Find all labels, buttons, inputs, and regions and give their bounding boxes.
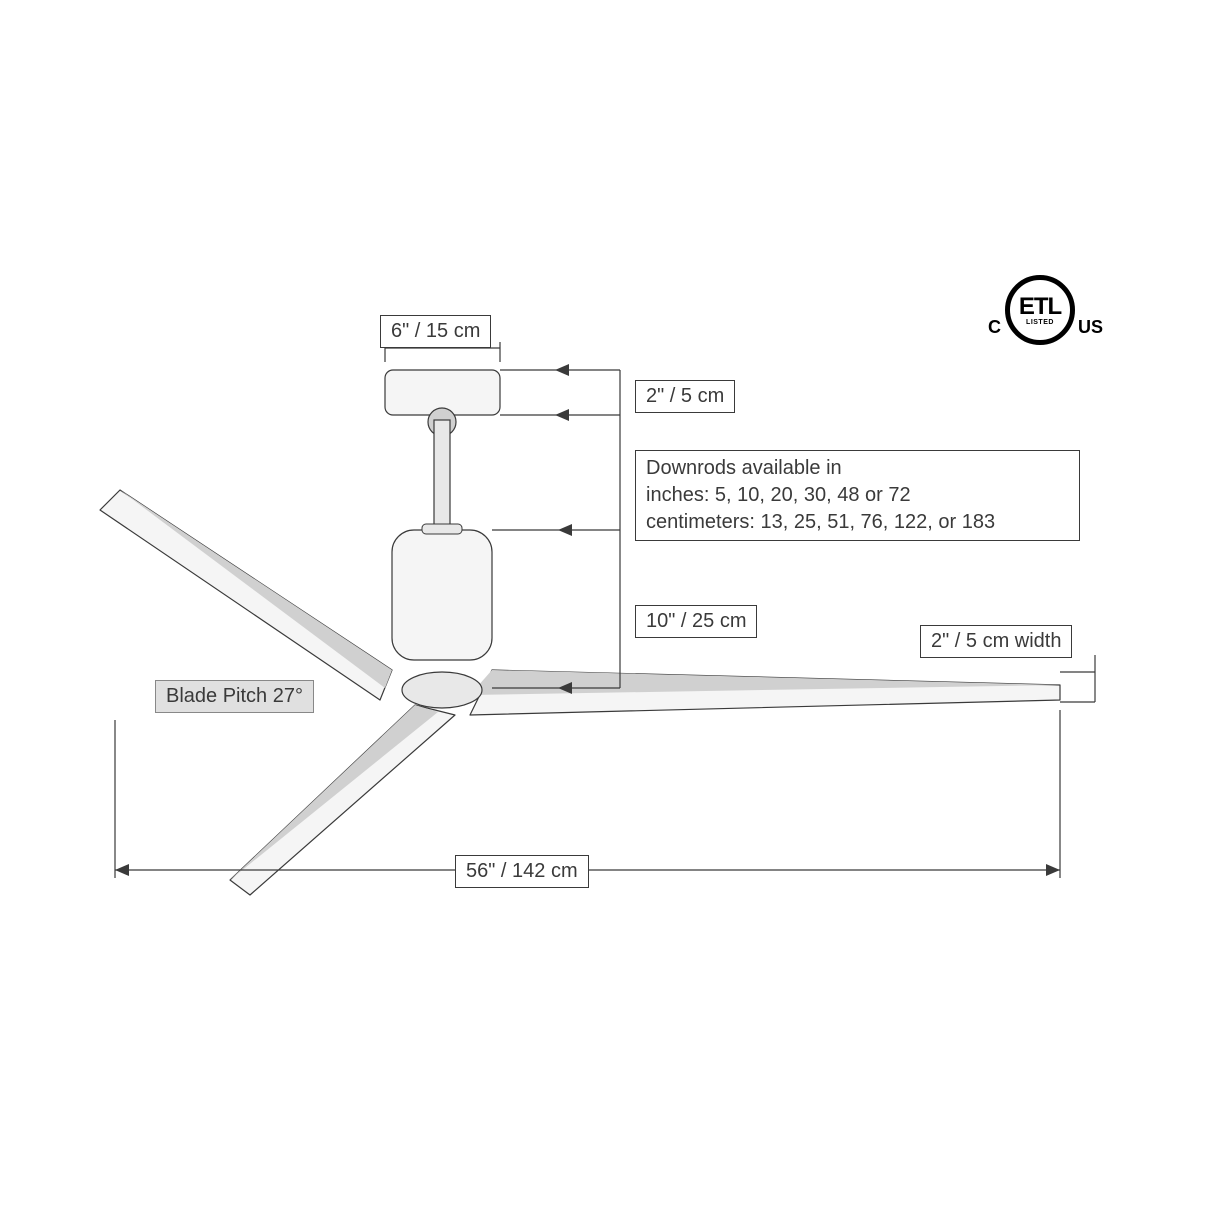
downrods-line2: inches: 5, 10, 20, 30, 48 or 72 [646, 484, 911, 506]
downrods-line3: centimeters: 13, 25, 51, 76, 122, or 183 [646, 511, 995, 533]
span-label: 56" / 142 cm [455, 855, 589, 888]
downrods-line1: Downrods available in [646, 457, 842, 479]
etl-text: ETL [1019, 295, 1061, 319]
blade-width-label: 2" / 5 cm width [920, 625, 1072, 658]
fan-technical-drawing [0, 0, 1214, 1214]
blade-pitch-label: Blade Pitch 27° [155, 680, 314, 713]
downrods-note-label: Downrods available in inches: 5, 10, 20,… [635, 450, 1080, 541]
etl-listed-text: LISTED [1026, 319, 1054, 326]
etl-c-mark: C [988, 317, 1001, 338]
etl-circle: ETL LISTED [1005, 275, 1075, 345]
canopy-width-label: 6" / 15 cm [380, 315, 491, 348]
etl-listed-badge: C ETL LISTED US [980, 275, 1100, 345]
etl-us-mark: US [1078, 317, 1103, 338]
canopy-height-label: 2" / 5 cm [635, 380, 735, 413]
motor-height-label: 10" / 25 cm [635, 605, 757, 638]
